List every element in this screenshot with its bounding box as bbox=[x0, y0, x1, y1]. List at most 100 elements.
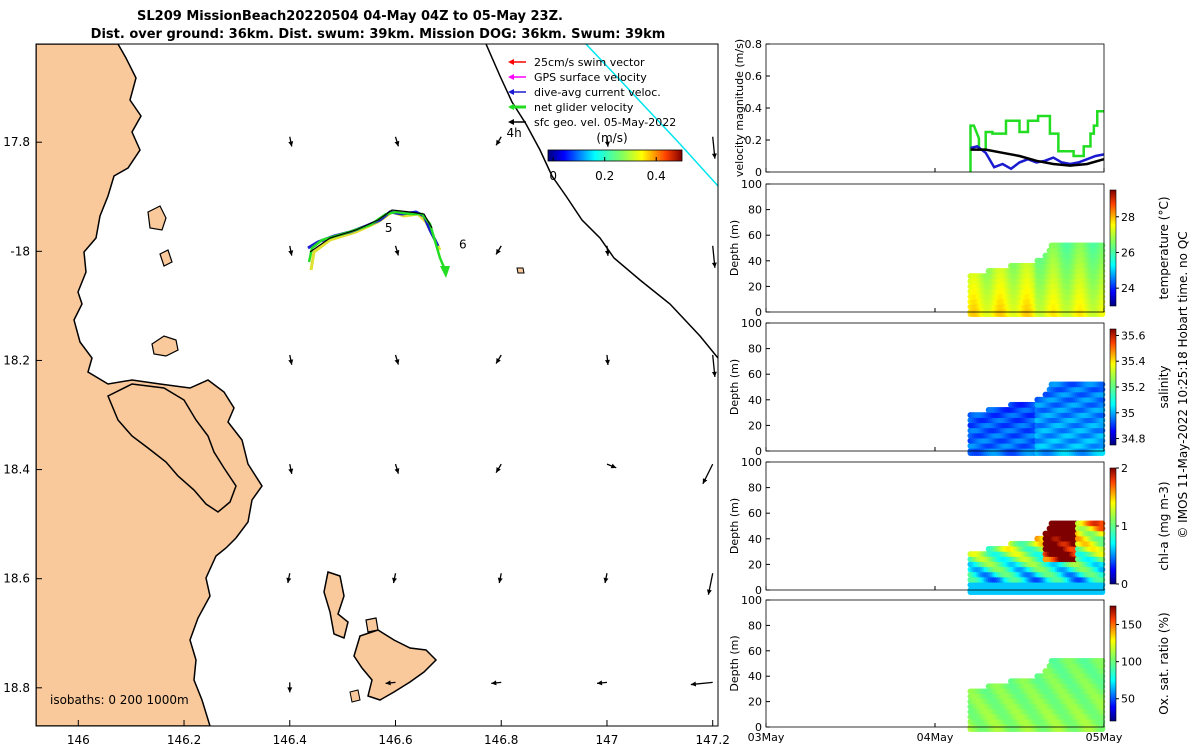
scatter-point bbox=[1099, 298, 1106, 305]
y-tick-label: 0.6 bbox=[745, 70, 763, 83]
map-y-tick-label: 18.8 bbox=[3, 681, 30, 695]
scatter-point bbox=[1099, 407, 1106, 414]
legend-label: net glider velocity bbox=[534, 101, 634, 114]
series-line bbox=[970, 145, 1105, 171]
panel-2: 0 20 40 60 80 100 Depth (m) 24 26 28 temperature (… bbox=[728, 178, 1171, 319]
island-small-1 bbox=[147, 205, 167, 231]
vertical-colorbar bbox=[1109, 189, 1117, 307]
y-tick-label: 0.8 bbox=[745, 38, 763, 51]
colorbar-tick-label: 150 bbox=[1121, 619, 1142, 632]
legend-label: sfc geo. vel. 05-May-2022 bbox=[534, 116, 676, 129]
time-tick-label: 04May bbox=[917, 731, 954, 744]
time-tick-label: 05May bbox=[1086, 731, 1123, 744]
velocity-arrowhead bbox=[394, 359, 400, 365]
panel-5: 0 20 40 60 80 100 Depth (m) 50 100 150 Ox. sat. ra… bbox=[728, 594, 1171, 734]
y-tick-label: 40 bbox=[748, 255, 762, 268]
colorbar-tick-label: 50 bbox=[1121, 693, 1135, 706]
velocity-arrowhead bbox=[496, 467, 501, 473]
map-y-ticks: 17.8 -18 18.2 18.4 18.6 18.8 bbox=[3, 135, 42, 695]
y-axis-label: Depth (m) bbox=[728, 635, 741, 691]
scatter-point bbox=[1099, 566, 1106, 573]
series-line bbox=[970, 148, 1105, 167]
velocity-arrowhead bbox=[286, 577, 292, 584]
y-axis-label: Depth (m) bbox=[728, 359, 741, 415]
island-pelorus bbox=[365, 617, 379, 633]
colorbar-tick-label: 35.2 bbox=[1121, 381, 1146, 394]
colorbar-label: (m/s) bbox=[596, 131, 627, 145]
legend-arrowhead bbox=[508, 59, 514, 65]
colorbar-label: chl-a (mg m-3) bbox=[1157, 481, 1171, 570]
scatter-point bbox=[1099, 293, 1106, 300]
colorbar-tick-label: 0 bbox=[1121, 578, 1128, 591]
track-labels: 4h 5 6 bbox=[385, 126, 522, 252]
scatter-point bbox=[1099, 530, 1106, 537]
velocity-arrowhead bbox=[597, 680, 603, 686]
velocity-arrowhead bbox=[711, 153, 717, 159]
scatter-point bbox=[1099, 288, 1106, 295]
scatter-point bbox=[1099, 412, 1106, 419]
island-tiny-2 bbox=[349, 689, 361, 703]
y-tick-label: 20 bbox=[748, 419, 762, 432]
scatter-point bbox=[1099, 432, 1106, 439]
isobaths-label: isobaths: 0 200 1000m bbox=[50, 693, 189, 707]
island-large bbox=[107, 383, 237, 513]
cyan-isobath-line bbox=[585, 44, 718, 187]
y-tick-label: 60 bbox=[748, 229, 762, 242]
scatter-point bbox=[1099, 381, 1106, 388]
island-orpheus bbox=[353, 629, 438, 701]
y-tick-label: 40 bbox=[748, 670, 762, 683]
velocity-arrowhead bbox=[604, 359, 610, 365]
colorbar-tick-label: 2 bbox=[1121, 462, 1128, 475]
island-small-2 bbox=[159, 249, 173, 267]
colorbar-tick-label: 0 bbox=[549, 169, 557, 183]
velocity-arrowhead bbox=[385, 680, 391, 686]
track-label: 6 bbox=[459, 238, 467, 252]
map-x-tick-label: 147.2 bbox=[696, 733, 730, 747]
colorbar-tick-label: 35.4 bbox=[1121, 355, 1146, 368]
panel-4: 0 20 40 60 80 100 Depth (m) 0 1 2 chl-a (mg m-3) bbox=[728, 456, 1171, 597]
scatter-point bbox=[1099, 546, 1106, 553]
scatter-points bbox=[967, 381, 1106, 456]
chart-title-line2: Dist. over ground: 36km. Dist. swum: 39k… bbox=[91, 27, 666, 42]
y-tick-label: 0 bbox=[755, 445, 762, 458]
track-black bbox=[309, 209, 433, 253]
scatter-point bbox=[1099, 556, 1106, 563]
copyright-note: © IMOS 11-May-2022 10:25:18 Hobart time.… bbox=[1176, 231, 1190, 538]
y-tick-label: 0.4 bbox=[745, 102, 763, 115]
y-tick-label: 80 bbox=[748, 343, 762, 356]
scatter-point bbox=[1099, 551, 1106, 558]
colorbar-tick-label: 26 bbox=[1121, 246, 1135, 259]
colorbar-tick-label: 0.4 bbox=[647, 169, 666, 183]
velocity-arrowhead bbox=[711, 371, 717, 377]
vertical-colorbar bbox=[1109, 328, 1117, 446]
y-tick-label: 0 bbox=[755, 584, 762, 597]
velocity-arrowhead bbox=[288, 468, 294, 474]
scatter-points bbox=[967, 242, 1106, 317]
speed-colorbar: (m/s) 0 0.2 0.4 bbox=[547, 131, 683, 183]
colorbar-tick-label: 24 bbox=[1121, 282, 1135, 295]
scatter-point bbox=[1099, 427, 1106, 434]
colorbar-ticks: 0 0.2 0.4 bbox=[549, 157, 666, 183]
y-tick-label: 100 bbox=[741, 456, 762, 469]
map-y-tick-label: 18.4 bbox=[3, 463, 30, 477]
velocity-arrowhead bbox=[702, 478, 708, 484]
scatter-point bbox=[1099, 242, 1106, 249]
track-green bbox=[307, 210, 448, 273]
velocity-arrowhead bbox=[603, 577, 609, 584]
scatter-point bbox=[1099, 396, 1106, 403]
scatter-point bbox=[1099, 450, 1106, 456]
surface-velocity-arrows bbox=[286, 136, 717, 693]
velocity-arrowhead bbox=[496, 139, 501, 146]
velocity-arrowhead bbox=[706, 589, 712, 595]
y-tick-label: 60 bbox=[748, 507, 762, 520]
legend-label: GPS surface velocity bbox=[534, 71, 647, 84]
map-x-tick-label: 147 bbox=[596, 733, 619, 747]
velocity-arrowhead bbox=[491, 680, 497, 686]
scatter-point bbox=[1099, 268, 1106, 275]
map-content: 4h 5 6 bbox=[36, 44, 718, 726]
scatter-point bbox=[1099, 257, 1106, 264]
colorbar-label: Ox. sat. ratio (%) bbox=[1157, 612, 1171, 714]
scatter-points bbox=[967, 520, 1106, 595]
track-label: 4h bbox=[507, 126, 522, 140]
